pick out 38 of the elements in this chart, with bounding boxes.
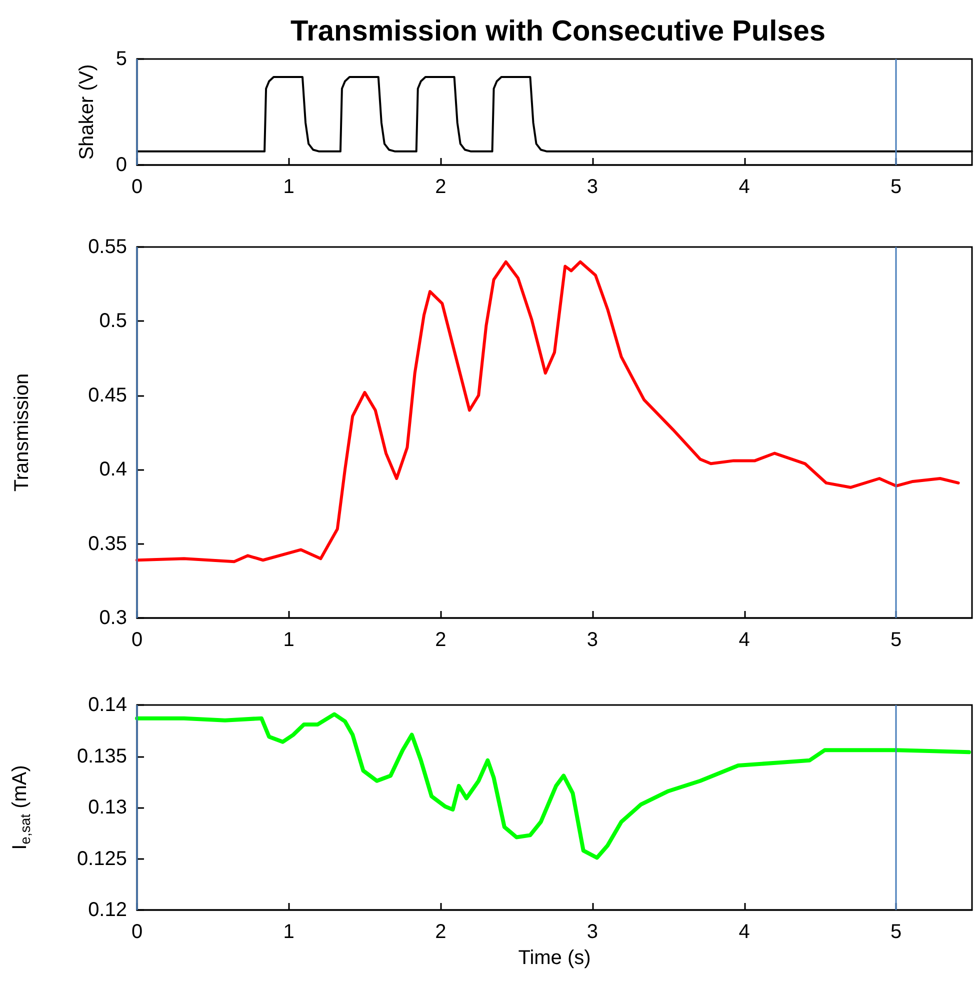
x-tick-label: 1	[283, 176, 294, 198]
x-tick-label: 1	[283, 921, 294, 943]
x-tick-label: 0	[131, 921, 143, 943]
x-tick-label: 3	[586, 629, 598, 651]
x-tick-label: 2	[435, 921, 446, 943]
y-axis-title: Transmission	[11, 373, 33, 492]
x-axis-title: Time (s)	[518, 947, 591, 969]
y-tick-label: 0.5	[99, 310, 127, 332]
x-tick-label: 2	[435, 176, 446, 198]
x-tick-label: 3	[586, 921, 598, 943]
chart-title: Transmission with Consecutive Pulses	[290, 16, 826, 48]
x-tick-label: 3	[586, 176, 598, 198]
x-tick-label: 4	[738, 921, 750, 943]
y-tick-label: 0.3	[99, 607, 127, 629]
y-tick-label: 5	[116, 48, 127, 70]
y-tick-label: 0.12	[88, 899, 127, 921]
y-tick-label: 0.125	[76, 848, 127, 870]
y-tick-label: 0.13	[88, 796, 127, 818]
x-tick-label: 0	[131, 176, 143, 198]
y-axis-title: Ie,sat (mA)	[9, 765, 33, 850]
y-tick-label: 0.14	[88, 694, 127, 716]
x-tick-label: 0	[131, 629, 143, 651]
y-tick-label: 0.35	[88, 532, 127, 555]
x-tick-label: 5	[890, 921, 902, 943]
y-tick-label: 0	[116, 154, 127, 176]
y-tick-label: 0.45	[88, 384, 127, 406]
line-series	[135, 712, 971, 860]
y-axis-title: Shaker (V)	[76, 64, 98, 160]
x-tick-label: 5	[890, 176, 902, 198]
x-tick-label: 4	[738, 629, 750, 651]
x-tick-label: 1	[283, 629, 294, 651]
x-tick-label: 2	[435, 629, 446, 651]
y-tick-label: 0.135	[76, 745, 127, 768]
x-tick-label: 5	[890, 629, 902, 651]
line-series	[136, 260, 960, 564]
x-tick-label: 4	[738, 176, 750, 198]
y-tick-label: 0.55	[88, 236, 127, 258]
y-tick-label: 0.4	[99, 458, 127, 481]
